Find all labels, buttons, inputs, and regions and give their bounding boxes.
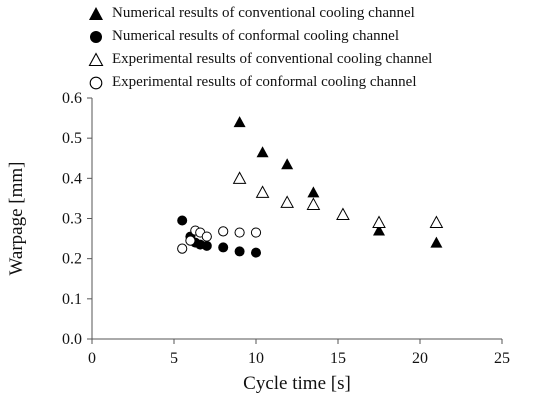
data-point-numerical-conventional (430, 236, 443, 248)
data-point-experimental-conventional (429, 215, 444, 229)
data-point-experimental-conventional (372, 215, 386, 229)
legend-label: Numerical results of conventional coolin… (112, 5, 415, 21)
data-point-experimental-conformal (177, 243, 188, 254)
open-circle-icon (89, 76, 103, 89)
filled-triangle-icon (89, 6, 103, 20)
data-point-numerical-conventional (281, 158, 294, 170)
x-tick-label: 25 (494, 350, 510, 367)
open-triangle-icon (88, 51, 104, 66)
data-point-numerical-conventional (307, 186, 320, 198)
x-tick-label: 20 (412, 350, 428, 367)
x-tick-label: 15 (330, 350, 346, 367)
y-tick-label: 0.1 (62, 291, 82, 308)
data-point-experimental-conformal (234, 227, 245, 238)
y-axis-label: Warpage [mm] (6, 162, 27, 276)
data-point-experimental-conformal (250, 227, 262, 238)
chart-legend: Numerical results of conventional coolin… (88, 2, 432, 94)
y-tick-label: 0.4 (62, 170, 82, 187)
legend-label: Numerical results of conformal cooling c… (112, 28, 399, 44)
data-point-experimental-conventional (336, 207, 350, 220)
data-point-numerical-conformal (201, 240, 212, 251)
legend-item-numerical-conventional: Numerical results of conventional coolin… (88, 2, 432, 25)
chart-marks (177, 116, 444, 258)
filled-circle-icon (90, 30, 102, 43)
y-tick-label: 0.0 (62, 331, 82, 348)
x-tick-label: 10 (248, 350, 264, 367)
data-point-numerical-conventional (373, 224, 385, 236)
data-point-experimental-conventional (280, 195, 295, 208)
legend-item-numerical-conformal: Numerical results of conformal cooling c… (88, 25, 432, 48)
chart-axes (91, 98, 502, 340)
data-point-numerical-conformal (177, 215, 188, 226)
y-tick-label: 0.6 (62, 90, 82, 107)
data-point-numerical-conformal (251, 247, 261, 258)
legend-label: Experimental results of conformal coolin… (112, 74, 417, 90)
data-point-experimental-conformal (185, 235, 196, 246)
legend-label: Experimental results of conventional coo… (112, 51, 433, 67)
legend-item-experimental-conventional: Experimental results of conventional coo… (88, 48, 432, 71)
data-point-experimental-conventional (232, 171, 247, 184)
data-point-experimental-conventional (255, 185, 270, 198)
legend-item-experimental-conformal: Experimental results of conformal coolin… (88, 71, 432, 94)
x-axis-label: Cycle time [s] (243, 373, 351, 394)
axis-ticks: 0 5 10 15 20 25 0.0 0.1 0.2 0.3 0.4 0.5 0.6 (62, 90, 510, 367)
data-point-numerical-conformal (218, 242, 229, 253)
x-tick-label: 5 (170, 350, 178, 367)
y-tick-label: 0.3 (62, 211, 82, 228)
data-point-experimental-conformal (218, 226, 229, 237)
data-point-experimental-conformal (201, 231, 212, 242)
data-point-numerical-conventional (256, 146, 269, 158)
data-point-numerical-conventional (233, 116, 246, 128)
y-tick-label: 0.2 (62, 251, 82, 268)
data-point-numerical-conformal (234, 246, 245, 257)
x-tick-label: 0 (88, 350, 96, 367)
y-tick-label: 0.5 (62, 130, 82, 147)
data-point-experimental-conventional (306, 197, 321, 210)
